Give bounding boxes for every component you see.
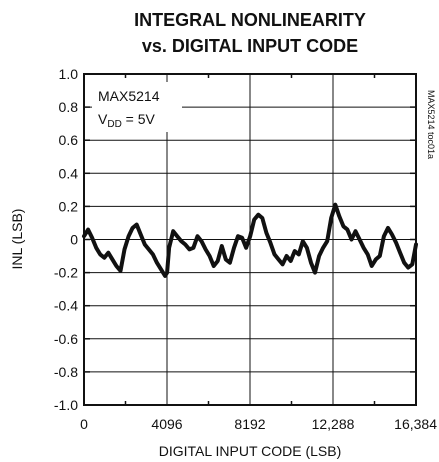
chart-subtitle: vs. DIGITAL INPUT CODE <box>142 36 358 56</box>
part-annotation: MAX5214 <box>98 88 160 104</box>
figure-id-label: MAX5214 toc01a <box>426 90 436 159</box>
y-tick-label: 0.8 <box>59 99 79 115</box>
y-tick-label: -0.8 <box>54 364 78 380</box>
plot-frame <box>83 73 417 406</box>
series-line-inl <box>82 202 418 278</box>
supply-annotation-main: V <box>98 111 108 127</box>
y-tick-label: 0.4 <box>59 165 79 181</box>
annotation-background <box>92 82 182 132</box>
y-tick-label: 1.0 <box>59 66 79 82</box>
y-axis-label: INL (LSB) <box>9 209 25 270</box>
y-tick-label: 0.6 <box>59 132 79 148</box>
x-tick-label: 8192 <box>234 416 265 432</box>
x-tick-label: 12,288 <box>312 416 355 432</box>
x-tick-labels: 0 4096 8192 12,288 16,384 <box>80 416 437 432</box>
supply-annotation-value: = 5V <box>122 111 156 127</box>
y-tick-label: -0.2 <box>54 265 78 281</box>
chart-title: INTEGRAL NONLINEARITY <box>134 10 366 30</box>
x-axis-label: DIGITAL INPUT CODE (LSB) <box>159 443 342 459</box>
supply-annotation: VDD = 5V <box>98 111 156 130</box>
y-tick-label: 0 <box>70 232 78 248</box>
y-tick-labels: 1.0 0.8 0.6 0.4 0.2 0 -0.2 -0.4 -0.6 -0.8 -1.0 <box>54 66 78 413</box>
supply-annotation-sub: DD <box>107 119 121 130</box>
y-tick-label: -0.4 <box>54 298 78 314</box>
y-tick-label: -0.6 <box>54 331 78 347</box>
y-tick-label: 0.2 <box>59 198 79 214</box>
x-tick-label: 16,384 <box>394 416 437 432</box>
y-tick-label: -1.0 <box>54 397 78 413</box>
x-tick-label: 4096 <box>151 416 182 432</box>
x-tick-label: 0 <box>80 416 88 432</box>
